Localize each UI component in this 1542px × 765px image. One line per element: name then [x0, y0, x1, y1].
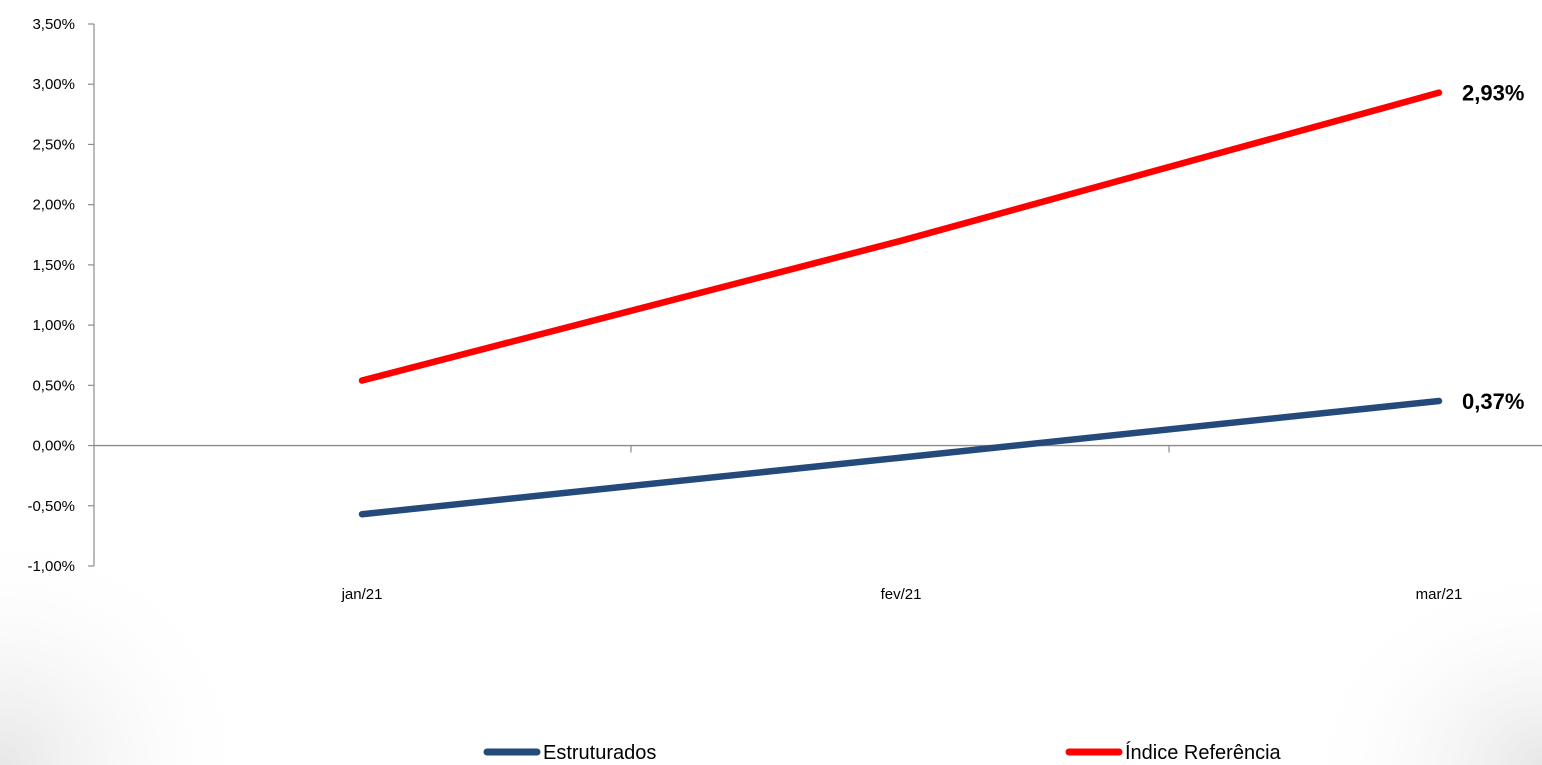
legend-label-indice-referencia: Índice Referência: [1125, 741, 1282, 764]
y-tick-label: 2,00%: [32, 197, 75, 214]
legend-label-estruturados: Estruturados: [543, 742, 656, 764]
series-lines: [358, 89, 1443, 518]
y-axis: -1,00% -0,50% 0,00% 0,50% 1,00% 1,50% 2,00% 2,5…: [27, 16, 95, 575]
y-tick-label: 1,50%: [32, 257, 75, 274]
x-tick-label: mar/21: [1416, 586, 1463, 603]
legend: Estruturados Índice Referência: [483, 741, 1282, 764]
end-label-estruturados: 0,37%: [1462, 389, 1524, 414]
y-tick-label: -0,50%: [27, 498, 75, 515]
x-tick-label: fev/21: [881, 586, 922, 603]
y-tick-label: 0,50%: [32, 377, 75, 394]
series-line-indice-referencia: [358, 89, 1443, 384]
x-axis: jan/21 fev/21 mar/21: [94, 444, 1542, 603]
y-tick-label: 3,00%: [32, 76, 75, 93]
end-label-indice-referencia: 2,93%: [1462, 81, 1524, 106]
y-tick-label: 0,00%: [32, 438, 75, 455]
series-line-estruturados: [358, 397, 1443, 518]
y-tick-label: 2,50%: [32, 136, 75, 153]
y-tick-label: -1,00%: [27, 558, 75, 575]
y-tick-label: 1,00%: [32, 317, 75, 334]
x-tick-label: jan/21: [341, 586, 383, 603]
end-labels: 0,37% 2,93%: [1462, 81, 1524, 414]
y-tick-label: 3,50%: [32, 16, 75, 33]
